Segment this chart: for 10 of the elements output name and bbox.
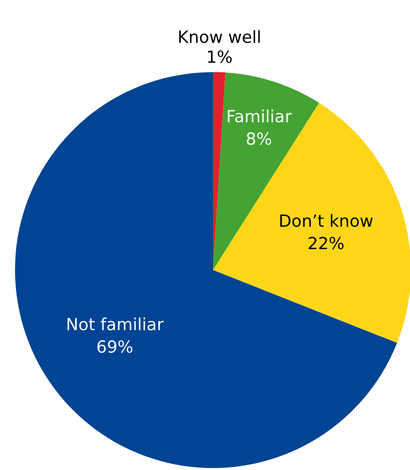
data-label: 1% (208, 50, 232, 63)
pie-slice (15, 72, 398, 468)
data-label: 22% (308, 236, 344, 250)
slice-label: Don’t know (280, 214, 373, 227)
slice-label: Familiar (228, 110, 292, 122)
pie-slice (213, 102, 410, 343)
slice-label: Not familiar (68, 318, 164, 330)
data-label: 8% (246, 132, 272, 145)
data-label: 69% (97, 340, 132, 353)
slice-label: Know well (179, 30, 260, 44)
